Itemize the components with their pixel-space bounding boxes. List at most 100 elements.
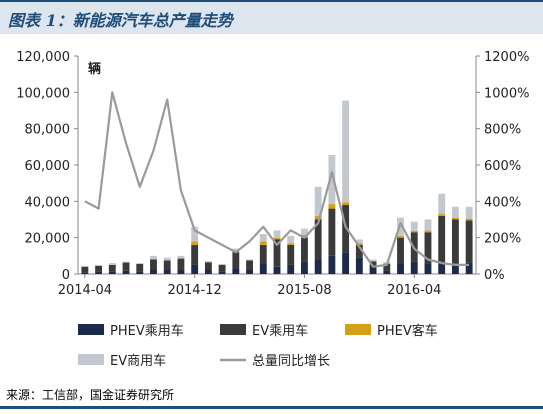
bar-segment (122, 270, 130, 274)
x-tick-label: 2014-04 (58, 283, 112, 298)
y-right-tick-label: 0% (484, 268, 505, 283)
y-left-tick-label: 120,000 (16, 50, 70, 65)
bar-segment (465, 218, 473, 221)
bar-segment (259, 244, 267, 264)
bar-segment (438, 215, 446, 262)
bar-segment (287, 264, 295, 274)
bar-segment (383, 270, 391, 274)
bar-segment (191, 226, 199, 242)
bar-segment (218, 271, 226, 274)
bar-segment (191, 264, 199, 274)
bar-segment (287, 235, 295, 244)
bar-segment (410, 230, 418, 233)
bar-segment (465, 206, 473, 219)
bar-segment (301, 261, 308, 274)
bar-segment (355, 239, 363, 244)
bar-segment (246, 269, 253, 274)
bar-segment (287, 244, 295, 265)
bar-segment (465, 220, 473, 263)
bar-segment (204, 262, 212, 270)
production-chart: 0 20,000 40,000 60,000 80,000 100,000 120,000 0… (16, 50, 529, 369)
bar-segment (451, 217, 459, 220)
y-left-tick-label: 0 (62, 268, 70, 283)
bar-segment (383, 264, 391, 271)
bar-segment (246, 259, 253, 261)
bar-segment (397, 235, 404, 238)
bar-segment (273, 239, 281, 267)
bar-segment (410, 261, 418, 274)
bar-segment (150, 259, 157, 270)
bar-segment (424, 263, 432, 274)
legend-label: PHEV客车 (377, 323, 438, 339)
legend-label: PHEV乘用车 (110, 323, 184, 339)
bar-segment (301, 228, 308, 235)
bar-segment (438, 261, 446, 274)
bar-segment (246, 260, 253, 270)
legend-label: EV乘用车 (252, 323, 308, 339)
bar-segment (232, 248, 240, 251)
bar-segment (314, 219, 322, 260)
figure-header: 图表 1：新能源汽车总产量走势 (0, 0, 543, 34)
bar-segment (328, 255, 336, 274)
bar-segment (342, 202, 350, 205)
legend-swatch (220, 324, 246, 335)
bar-segment (287, 243, 295, 245)
bar-segment (273, 237, 281, 240)
source-note: 来源：工信部，国金证券研究所 (6, 388, 175, 402)
bar-segment (136, 263, 144, 265)
bar-segment (122, 262, 130, 271)
bar-segment (95, 271, 103, 274)
bar-segment (410, 221, 418, 231)
figure-title: 图表 1：新能源汽车总产量走势 (8, 11, 233, 30)
bar-segment (81, 272, 89, 274)
bar-segment (273, 266, 281, 274)
y-right-tick-label: 800% (484, 123, 521, 138)
bar-segment (328, 204, 336, 209)
y-axis-unit-label: 辆 (88, 61, 101, 77)
bar-segment (424, 230, 432, 233)
bar-segment (191, 244, 199, 265)
bar-segment (122, 261, 130, 263)
bar-segment (369, 261, 377, 265)
bar-segment (95, 265, 103, 272)
y-right-tick-label: 600% (484, 159, 521, 174)
bar-segment (81, 266, 89, 273)
legend-swatch (78, 354, 104, 365)
bar-segment (95, 264, 103, 266)
bar-segment (355, 257, 363, 274)
bar-segment (163, 260, 171, 270)
bar-segment (259, 263, 267, 274)
legend-label: 总量同比增长 (252, 354, 330, 369)
y-right-tick-label: 1200% (484, 50, 529, 65)
bar-segment (204, 269, 212, 274)
bar-segment (273, 230, 281, 238)
bar-segment (342, 252, 350, 274)
bar-segment (397, 263, 404, 274)
bar-segment (342, 100, 350, 203)
bar-segment (163, 269, 171, 274)
bar-segment (136, 271, 144, 274)
y-left-tick-label: 80,000 (25, 123, 71, 138)
y-right-tick-label: 400% (484, 195, 521, 210)
bar-segment (108, 271, 116, 274)
bar-segment (438, 193, 446, 214)
bar-segment (397, 237, 404, 264)
bar-segment (218, 264, 226, 265)
x-tick-label: 2015-08 (277, 283, 331, 298)
x-tick-label: 2014-12 (167, 283, 221, 298)
bar-segment (465, 262, 473, 274)
bar-segment (81, 265, 89, 267)
legend-swatch (78, 324, 104, 335)
bar-segment (150, 255, 157, 260)
bar-segment (314, 215, 322, 220)
bar-segment (150, 269, 157, 274)
bar-segment (355, 244, 363, 258)
bar-segment (177, 269, 185, 274)
bar-segment (438, 213, 446, 216)
y-right-tick-label: 1000% (484, 86, 529, 101)
y-left-tick-label: 60,000 (25, 159, 71, 174)
legend-label: EV商用车 (110, 353, 166, 369)
bar-segment (397, 217, 404, 236)
bar-segment (191, 241, 199, 245)
bar-segment (451, 206, 459, 218)
